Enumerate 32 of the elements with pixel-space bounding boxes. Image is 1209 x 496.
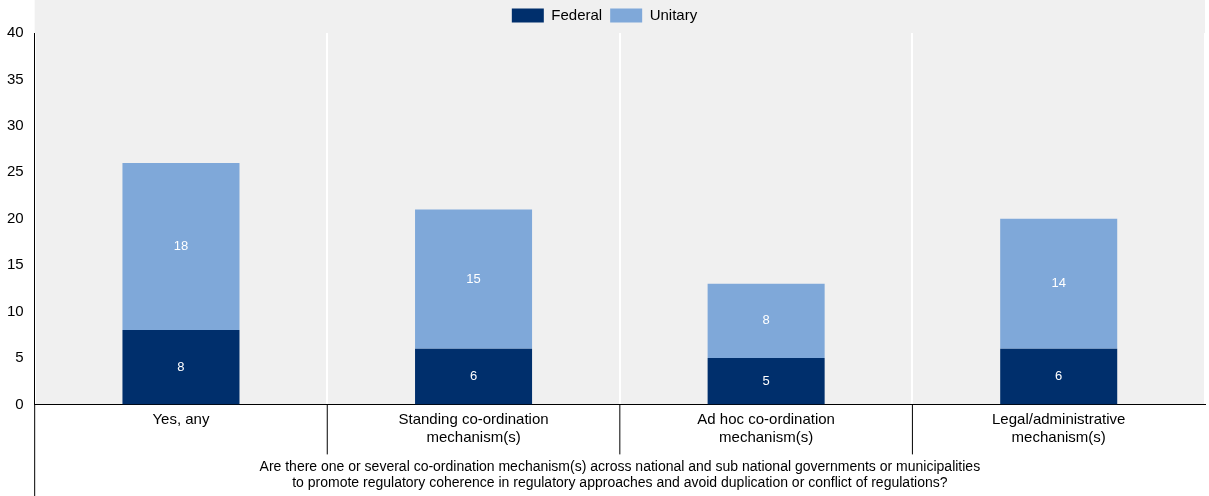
bar (415, 209, 533, 349)
y-tick-label: 35 (7, 69, 24, 87)
y-tick-label: 10 (7, 301, 24, 319)
data-label: 15 (466, 270, 481, 286)
bar (1000, 218, 1118, 349)
data-label: 8 (762, 312, 770, 328)
data-label: 14 (1051, 275, 1066, 291)
bar (122, 162, 240, 331)
data-label: 6 (469, 368, 478, 384)
y-tick-label: 0 (15, 394, 24, 412)
data-label: 18 (173, 238, 189, 254)
bar (1000, 348, 1118, 405)
y-tick-label: 40 (7, 23, 24, 41)
y-tick-label: 15 (7, 255, 24, 273)
legend-label: Unitary (649, 5, 698, 23)
x-tick-label: Standing co-ordination mechanism(s) (398, 409, 549, 445)
bar (122, 330, 240, 405)
y-tick-label: 5 (15, 348, 24, 366)
y-tick-label: 30 (7, 115, 24, 133)
x-tick-label: Yes, any (152, 409, 210, 427)
bar (707, 283, 825, 358)
data-label: 6 (1055, 368, 1063, 384)
y-tick-label: 20 (7, 208, 24, 226)
bar (415, 348, 533, 405)
x-tick-label: Ad hoc co-ordination mechanism(s) (697, 409, 835, 445)
data-label: 5 (762, 372, 770, 388)
legend-label: Federal (551, 5, 603, 23)
x-tick-label: Legal/administrative mechanism(s) (992, 409, 1126, 445)
y-tick-label: 25 (7, 162, 24, 180)
x-axis-title: Are there one or several co-ordination mechanism(s) across national and sub national governments or municipalities to promote regulatory coherence in regulatory approaches and avoid duplication or conflict of regulations? (259, 457, 981, 491)
bar (707, 357, 825, 405)
data-label: 8 (177, 358, 185, 374)
